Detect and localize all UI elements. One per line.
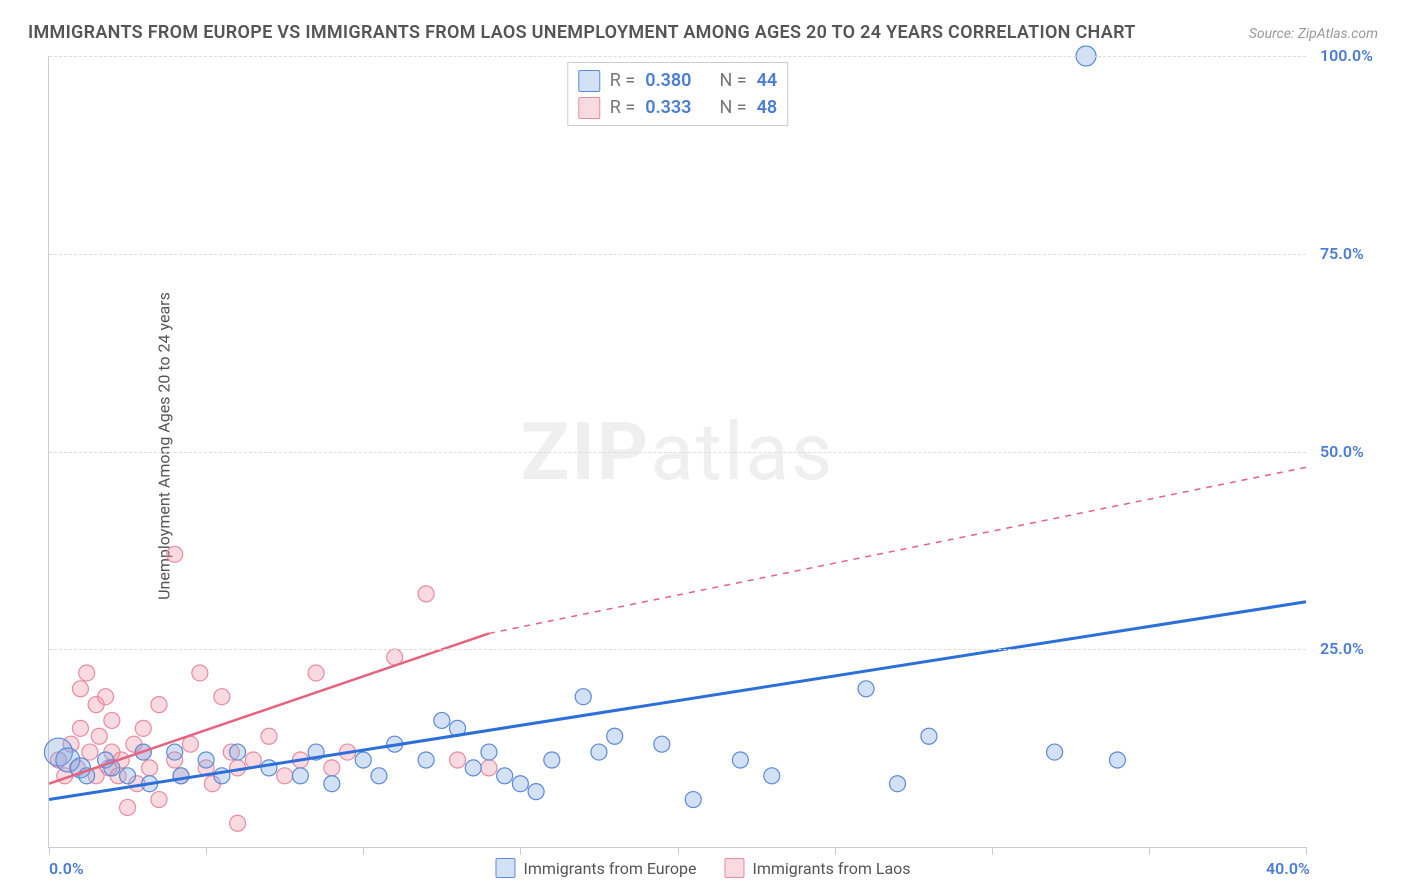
scatter-point-europe (575, 689, 591, 705)
scatter-point-laos (104, 712, 120, 728)
scatter-point-laos (308, 665, 324, 681)
y-tick-label: 100.0% (1320, 46, 1373, 65)
chart-plot-area: ZIPatlas R = 0.380 N = 44 R = 0.333 N = … (48, 56, 1306, 848)
scatter-point-laos (72, 720, 88, 736)
chart-title: IMMIGRANTS FROM EUROPE VS IMMIGRANTS FRO… (28, 22, 1136, 43)
scatter-point-europe (732, 752, 748, 768)
scatter-point-laos (120, 799, 136, 815)
scatter-point-laos (214, 689, 230, 705)
scatter-point-europe (434, 712, 450, 728)
x-tick-label: 0.0% (49, 859, 84, 878)
scatter-point-europe (607, 728, 623, 744)
scatter-point-europe (230, 744, 246, 760)
scatter-point-europe (261, 760, 277, 776)
scatter-point-europe (465, 760, 481, 776)
scatter-point-laos (324, 760, 340, 776)
scatter-point-europe (921, 728, 937, 744)
x-tick (363, 847, 364, 855)
scatter-point-laos (481, 760, 497, 776)
source-label: Source: (1249, 26, 1294, 42)
scatter-point-europe (1047, 744, 1063, 760)
scatter-point-laos (418, 586, 434, 602)
scatter-point-europe (654, 736, 670, 752)
x-tick (992, 847, 993, 855)
scatter-point-europe (591, 744, 607, 760)
x-tick (520, 847, 521, 855)
legend-item-europe: Immigrants from Europe (495, 858, 696, 878)
swatch-europe-icon (495, 858, 515, 878)
grid-line (49, 649, 1306, 650)
scatter-point-laos (135, 720, 151, 736)
scatter-point-europe (497, 768, 513, 784)
scatter-point-laos (79, 665, 95, 681)
scatter-point-laos (450, 752, 466, 768)
scatter-point-europe (173, 768, 189, 784)
scatter-point-laos (192, 665, 208, 681)
legend-label-europe: Immigrants from Europe (523, 859, 696, 878)
scatter-point-laos (82, 744, 98, 760)
scatter-point-laos (142, 760, 158, 776)
source-credit: Source: ZipAtlas.com (1249, 26, 1378, 42)
grid-line (49, 56, 1306, 57)
scatter-point-europe (198, 752, 214, 768)
x-tick (835, 847, 836, 855)
scatter-point-laos (261, 728, 277, 744)
trend-line-dashed-laos (489, 467, 1306, 633)
scatter-point-europe (418, 752, 434, 768)
y-tick-label: 25.0% (1320, 639, 1364, 658)
x-tick (206, 847, 207, 855)
scatter-point-europe (544, 752, 560, 768)
trend-line-europe (49, 602, 1306, 800)
scatter-point-europe (167, 744, 183, 760)
scatter-point-europe (858, 681, 874, 697)
scatter-point-europe (764, 768, 780, 784)
scatter-point-laos (167, 546, 183, 562)
x-tick-label: 40.0% (1266, 859, 1310, 878)
scatter-point-europe (685, 792, 701, 808)
swatch-laos-icon (724, 858, 744, 878)
scatter-point-laos (98, 689, 114, 705)
scatter-point-laos (151, 792, 167, 808)
scatter-point-europe (355, 752, 371, 768)
scatter-point-europe (371, 768, 387, 784)
scatter-point-laos (230, 815, 246, 831)
scatter-point-europe (512, 776, 528, 792)
scatter-point-laos (91, 728, 107, 744)
y-tick-label: 75.0% (1320, 244, 1364, 263)
scatter-point-europe (1109, 752, 1125, 768)
legend-series: Immigrants from Europe Immigrants from L… (495, 858, 910, 878)
grid-line (49, 452, 1306, 453)
x-tick (678, 847, 679, 855)
y-tick-label: 50.0% (1320, 442, 1364, 461)
scatter-point-europe (481, 744, 497, 760)
scatter-point-europe (292, 768, 308, 784)
scatter-point-laos (151, 697, 167, 713)
x-tick (49, 847, 50, 855)
x-tick (1149, 847, 1150, 855)
scatter-point-europe (889, 776, 905, 792)
legend-label-laos: Immigrants from Laos (752, 859, 910, 878)
x-tick (1306, 847, 1307, 855)
scatter-point-europe (528, 784, 544, 800)
scatter-point-laos (72, 681, 88, 697)
legend-item-laos: Immigrants from Laos (724, 858, 910, 878)
grid-line (49, 254, 1306, 255)
scatter-point-laos (277, 768, 293, 784)
source-name: ZipAtlas.com (1298, 26, 1378, 42)
scatter-point-europe (120, 768, 136, 784)
scatter-point-europe (324, 776, 340, 792)
